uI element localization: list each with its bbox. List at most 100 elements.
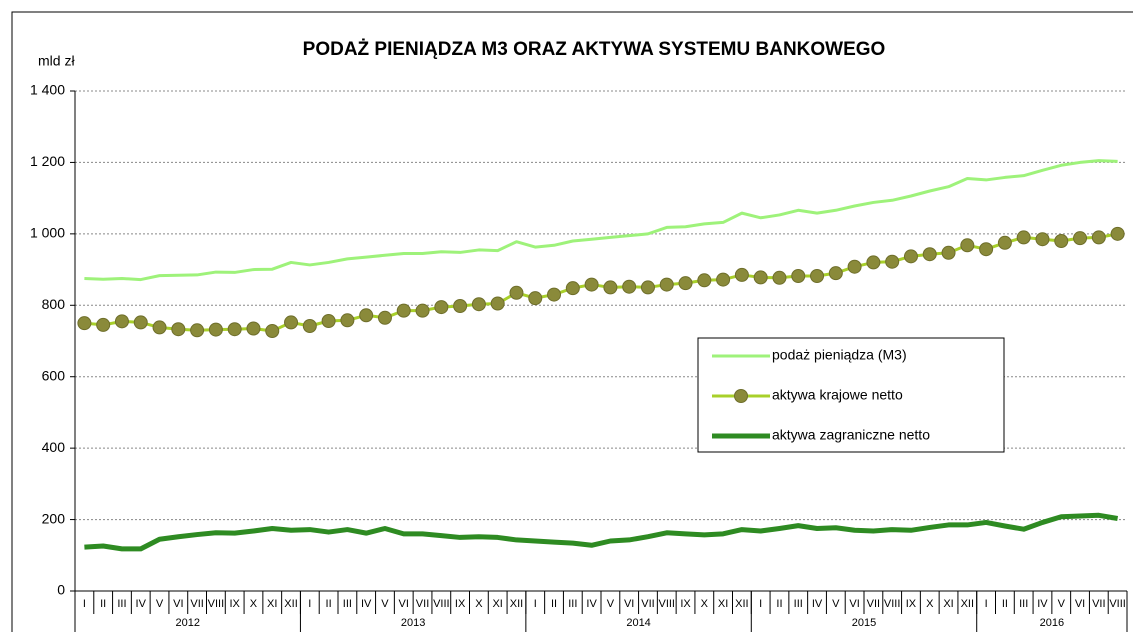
series-line [84, 512, 1119, 552]
marker [678, 276, 693, 291]
x-tick-label: III [343, 598, 352, 610]
marker [922, 247, 937, 262]
marker [903, 249, 918, 264]
x-tick-label: III [794, 598, 803, 610]
marker [941, 245, 956, 260]
x-tick-label: II [1002, 598, 1008, 610]
year-label: 2014 [626, 617, 650, 629]
y-tick-label: 1 200 [30, 153, 65, 169]
marker [1091, 230, 1106, 245]
marker [190, 323, 205, 338]
chart-title: PODAŻ PIENIĄDZA M3 ORAZ AKTYWA SYSTEMU B… [303, 39, 886, 60]
marker [152, 320, 167, 335]
x-tick-label: IX [906, 598, 917, 610]
marker [434, 300, 449, 315]
marker [1110, 226, 1125, 241]
legend-label: aktywa krajowe netto [772, 387, 903, 403]
marker [359, 308, 374, 323]
y-tick-label: 0 [57, 582, 65, 598]
x-tick-label: VIII [433, 598, 450, 610]
marker [509, 285, 524, 300]
x-tick-label: XI [943, 598, 953, 610]
y-tick-label: 1 400 [30, 82, 65, 98]
marker [810, 269, 825, 283]
x-tick-label: XI [492, 598, 502, 610]
x-tick-label: VII [1092, 598, 1105, 610]
legend-marker [734, 389, 748, 403]
x-tick-label: I [534, 598, 537, 610]
x-tick-label: VII [867, 598, 880, 610]
x-tick-label: IX [455, 598, 466, 610]
marker [791, 269, 806, 283]
y-tick-label: 1 000 [30, 225, 65, 241]
marker [265, 324, 280, 338]
x-tick-label: IX [229, 598, 240, 610]
marker [1016, 230, 1031, 245]
marker [640, 280, 655, 295]
x-tick-label: II [776, 598, 782, 610]
x-tick-label: V [607, 598, 615, 610]
x-tick-label: IV [136, 598, 147, 610]
marker [114, 314, 129, 329]
x-tick-label: IX [680, 598, 691, 610]
x-tick-label: X [250, 598, 258, 610]
marker [377, 310, 392, 325]
x-tick-label: V [1058, 598, 1066, 610]
x-tick-label: VIII [658, 598, 675, 610]
x-tick-label: VII [190, 598, 203, 610]
x-tick-label: XII [284, 598, 297, 610]
x-tick-label: XII [735, 598, 748, 610]
y-tick-label: 200 [42, 510, 66, 526]
year-label: 2013 [401, 617, 425, 629]
marker [866, 255, 881, 270]
x-tick-label: XI [718, 598, 728, 610]
marker [302, 319, 317, 333]
x-tick-label: VI [173, 598, 183, 610]
marker [208, 322, 223, 337]
x-tick-label: VII [641, 598, 654, 610]
marker [490, 296, 505, 311]
marker [772, 270, 787, 285]
x-tick-label: XII [510, 598, 523, 610]
marker [246, 321, 261, 336]
marker [340, 313, 355, 328]
marker [659, 277, 674, 292]
x-tick-label: VI [399, 598, 409, 610]
marker [96, 317, 111, 332]
x-tick-label: X [701, 598, 709, 610]
marker [133, 315, 148, 330]
marker [528, 291, 543, 306]
x-tick-label: VI [624, 598, 634, 610]
legend-label: aktywa zagraniczne netto [772, 427, 930, 443]
marker [997, 235, 1012, 250]
marker [734, 267, 749, 282]
marker [321, 314, 336, 328]
year-label: 2016 [1040, 617, 1064, 629]
x-tick-label: IV [361, 598, 372, 610]
x-tick-label: V [832, 598, 840, 610]
y-tick-label: 400 [42, 439, 66, 455]
x-tick-label: I [759, 598, 762, 610]
year-label: 2012 [175, 617, 199, 629]
marker [885, 254, 900, 269]
x-tick-label: III [117, 598, 126, 610]
x-tick-label: VIII [884, 598, 901, 610]
marker [603, 280, 618, 295]
marker [753, 270, 768, 285]
marker [396, 303, 411, 318]
marker [284, 315, 299, 330]
marker [622, 279, 637, 294]
legend-label: podaż pieniądza (M3) [772, 347, 907, 363]
x-tick-label: VII [416, 598, 429, 610]
x-tick-label: IV [812, 598, 823, 610]
y-axis-label: mld zł [38, 53, 75, 69]
y-tick-label: 800 [42, 296, 66, 312]
marker [565, 281, 580, 296]
marker [471, 297, 486, 312]
x-tick-label: III [1019, 598, 1028, 610]
marker [828, 266, 843, 281]
marker [1054, 234, 1069, 248]
x-tick-label: II [326, 598, 332, 610]
marker [847, 259, 862, 274]
x-tick-label: I [985, 598, 988, 610]
